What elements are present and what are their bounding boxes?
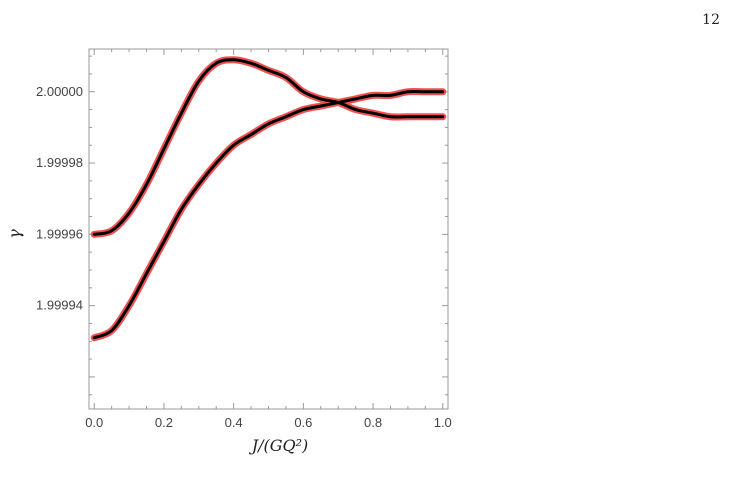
curves [90,56,447,342]
series-2-red-band [90,88,447,342]
y-tick-label: 2.00000 [36,84,83,99]
y-axis-label: γ [5,229,24,239]
x-tick-label: 1.0 [434,415,452,430]
y-tick-label: 1.99996 [36,226,83,241]
x-tick-label: 0.0 [85,415,103,430]
ticks [89,49,448,409]
plot-frame [88,48,449,410]
x-axis-label: J/(GQ²) [249,436,309,455]
y-tick-label: 1.99994 [36,298,83,313]
series-1-black-line [92,58,445,236]
y-tick-label: 1.99998 [36,155,83,170]
x-tick-label: 0.6 [294,415,312,430]
x-tick-label: 0.8 [364,415,382,430]
tick-labels: 0.0 0.2 0.4 0.6 0.8 1.0 1.99994 1.99996 1.99998 2… [36,84,452,430]
x-tick-label: 0.4 [225,415,243,430]
x-tick-label: 0.2 [155,415,173,430]
series-2-black-line [92,90,445,340]
series-1-red-band [90,56,447,238]
page-number: 12 [702,12,720,28]
